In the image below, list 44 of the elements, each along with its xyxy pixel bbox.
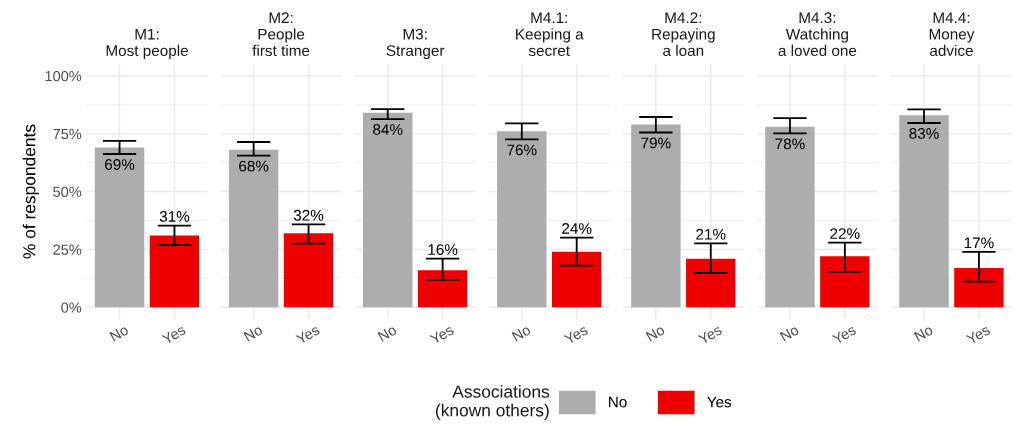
x-tick-label: No: [913, 324, 934, 342]
y-tick-label: 25%: [53, 244, 82, 255]
x-tick-label: No: [779, 324, 800, 342]
data-label: 17%: [964, 237, 994, 249]
data-label: 31%: [159, 211, 190, 222]
data-label: 22%: [830, 228, 860, 239]
x-tick-label: No: [377, 324, 398, 342]
chart-title: M4.3: Watching a loved one: [778, 12, 857, 57]
legend-title: Associations (known others): [436, 385, 550, 420]
chart-title: M4.2: Repaying a loan: [652, 12, 715, 57]
x-tick-label: Yes: [429, 324, 455, 345]
data-label: 32%: [293, 209, 324, 221]
y-tick-label: 75%: [53, 128, 82, 140]
x-tick-label: Yes: [563, 324, 589, 345]
legend-label: Yes: [707, 396, 732, 408]
chart-title: M3: Stranger: [386, 28, 445, 60]
x-tick-label: Yes: [697, 324, 723, 345]
data-label: 21%: [696, 228, 726, 240]
x-tick-label: Yes: [831, 324, 857, 345]
x-tick-label: No: [243, 324, 264, 342]
data-label: 76%: [507, 144, 537, 156]
y-axis-title: % of respondents: [22, 124, 39, 259]
y-tick-label: 100%: [45, 70, 82, 82]
data-label: 69%: [105, 159, 135, 170]
data-label: 16%: [428, 244, 458, 255]
y-tick-label: 0%: [61, 302, 82, 313]
data-label: 84%: [373, 124, 403, 135]
x-tick-label: Yes: [161, 324, 187, 345]
data-label: 83%: [909, 128, 939, 139]
data-label: 24%: [562, 223, 592, 234]
x-tick-label: No: [109, 324, 130, 342]
x-tick-label: No: [511, 324, 532, 342]
data-label: 78%: [775, 138, 805, 150]
x-tick-label: Yes: [965, 324, 991, 345]
data-label: 79%: [641, 137, 671, 149]
chart-title: M4.4: Money advice: [929, 12, 975, 57]
legend-label: No: [609, 396, 627, 408]
x-tick-label: Yes: [295, 324, 321, 345]
chart-title: M2: People first time: [252, 12, 310, 57]
y-tick-label: 50%: [53, 186, 82, 197]
chart-title: M4.1: Keeping a secret: [516, 12, 584, 57]
data-label: 68%: [239, 160, 269, 172]
chart-title: M1: Most people: [106, 28, 188, 60]
x-tick-label: No: [645, 324, 666, 342]
